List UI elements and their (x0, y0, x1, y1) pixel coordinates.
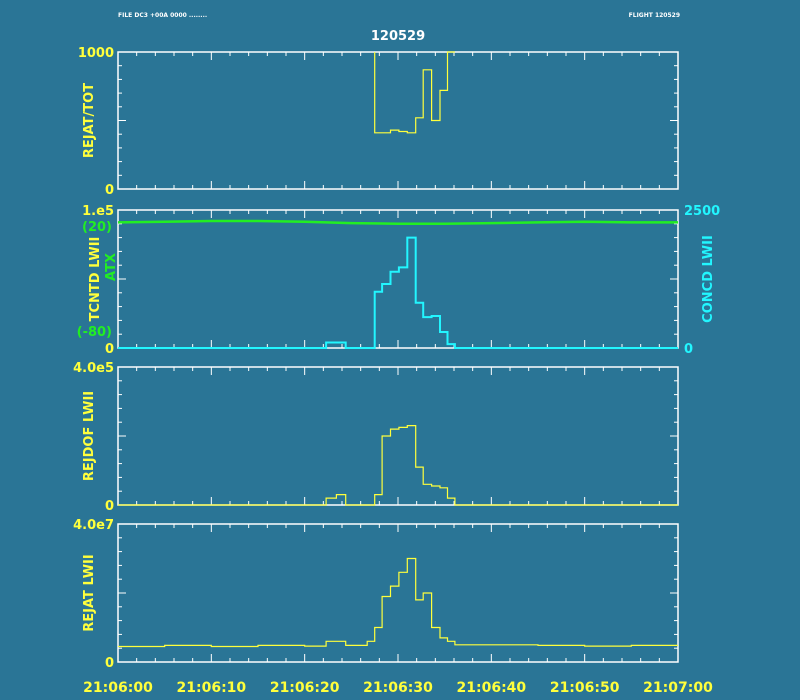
y-tick-label-top: 4.0e7 (73, 518, 114, 533)
panels: 1000 0 REJAT/TOT 1.e5 0 2500 0 (20) (-80) TCNTD L… (73, 46, 720, 696)
y-axis-label: REJAT/TOT (82, 83, 97, 158)
y-axis-label: REJAT LWII (82, 554, 97, 631)
x-tick-label: 21:06:10 (177, 680, 247, 696)
series-concd-line (118, 236, 678, 349)
y-tick-label-right-top: 2500 (684, 204, 720, 219)
y-tick-label-left-bottom: 0 (105, 342, 114, 357)
panel-frame (117, 366, 679, 506)
x-tick-label: 21:06:40 (457, 680, 527, 696)
panel-frame (117, 209, 679, 349)
panel-4: 4.0e7 0 REJAT LWII 21:06:00 21:06:10 21:06:20… (73, 518, 713, 696)
header-left-text: FILE DC3 +00A 0000 ........ (118, 12, 207, 19)
header-right-text: FLIGHT 120529 (629, 12, 680, 19)
y-tick-label-top: 1000 (78, 46, 114, 61)
panel-3: 4.0e5 0 REJDOF LWII (73, 361, 679, 514)
x-tick-label: 21:07:00 (643, 680, 713, 696)
y-axis-label: REJDOF LWII (82, 391, 97, 481)
atx-range-top-label: (20) (82, 220, 112, 235)
y-tick-label-right-bottom: 0 (684, 342, 693, 357)
y-tick-label-bottom: 0 (105, 656, 114, 671)
series-line (118, 425, 678, 506)
y-tick-label-bottom: 0 (105, 183, 114, 198)
y-axis-label-atx: ATX (104, 253, 119, 281)
series-atx-line (117, 219, 678, 226)
y-tick-label-bottom: 0 (105, 499, 114, 514)
y-tick-label-top: 4.0e5 (73, 361, 114, 376)
panel-frame (117, 51, 679, 190)
atx-range-bottom-label: (-80) (77, 325, 112, 340)
y-axis-label-left: TCNTD LWII (88, 237, 103, 322)
x-tick-label: 21:06:20 (270, 680, 340, 696)
x-tick-label: 21:06:50 (550, 680, 620, 696)
series-line (118, 557, 678, 648)
panel-frame (117, 523, 679, 663)
panel-2: 1.e5 0 2500 0 (20) (-80) TCNTD LWII ATX CONCD LW… (77, 204, 721, 357)
panel-1: 1000 0 REJAT/TOT (78, 46, 679, 198)
series-line (374, 51, 455, 134)
x-tick-label: 21:06:00 (83, 680, 153, 696)
x-tick-label: 21:06:30 (363, 680, 433, 696)
y-tick-label-left-top: 1.e5 (82, 204, 114, 219)
chart-title: 120529 (371, 29, 425, 44)
y-axis-label-right: CONCD LWII (701, 235, 716, 323)
